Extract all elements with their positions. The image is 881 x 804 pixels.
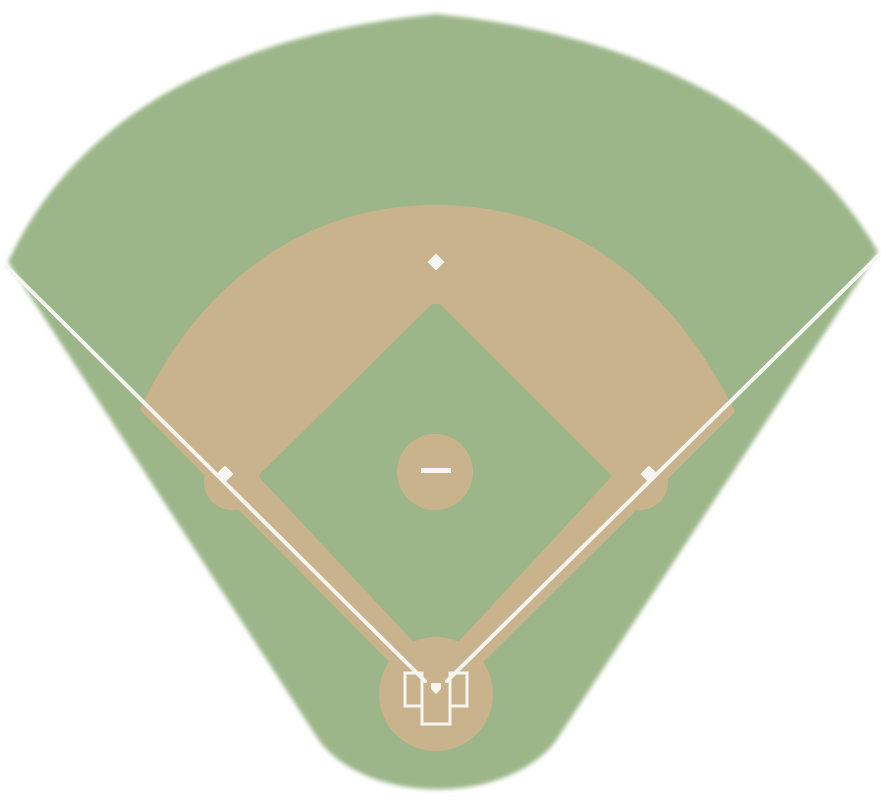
second-base: [427, 253, 445, 271]
pitchers-rubber: [421, 468, 451, 473]
catchers-box: [420, 706, 452, 726]
first-base-cutout: [612, 454, 668, 510]
batters-box-left: [403, 671, 424, 708]
home-plate: [431, 683, 441, 694]
second-base-cutout: [410, 252, 462, 304]
batters-box-right: [448, 671, 469, 708]
first-base: [640, 465, 658, 483]
left-foul-line: [4, 264, 427, 683]
right-foul-line: [445, 254, 880, 683]
third-base: [216, 465, 234, 483]
third-base-cutout: [204, 454, 260, 510]
